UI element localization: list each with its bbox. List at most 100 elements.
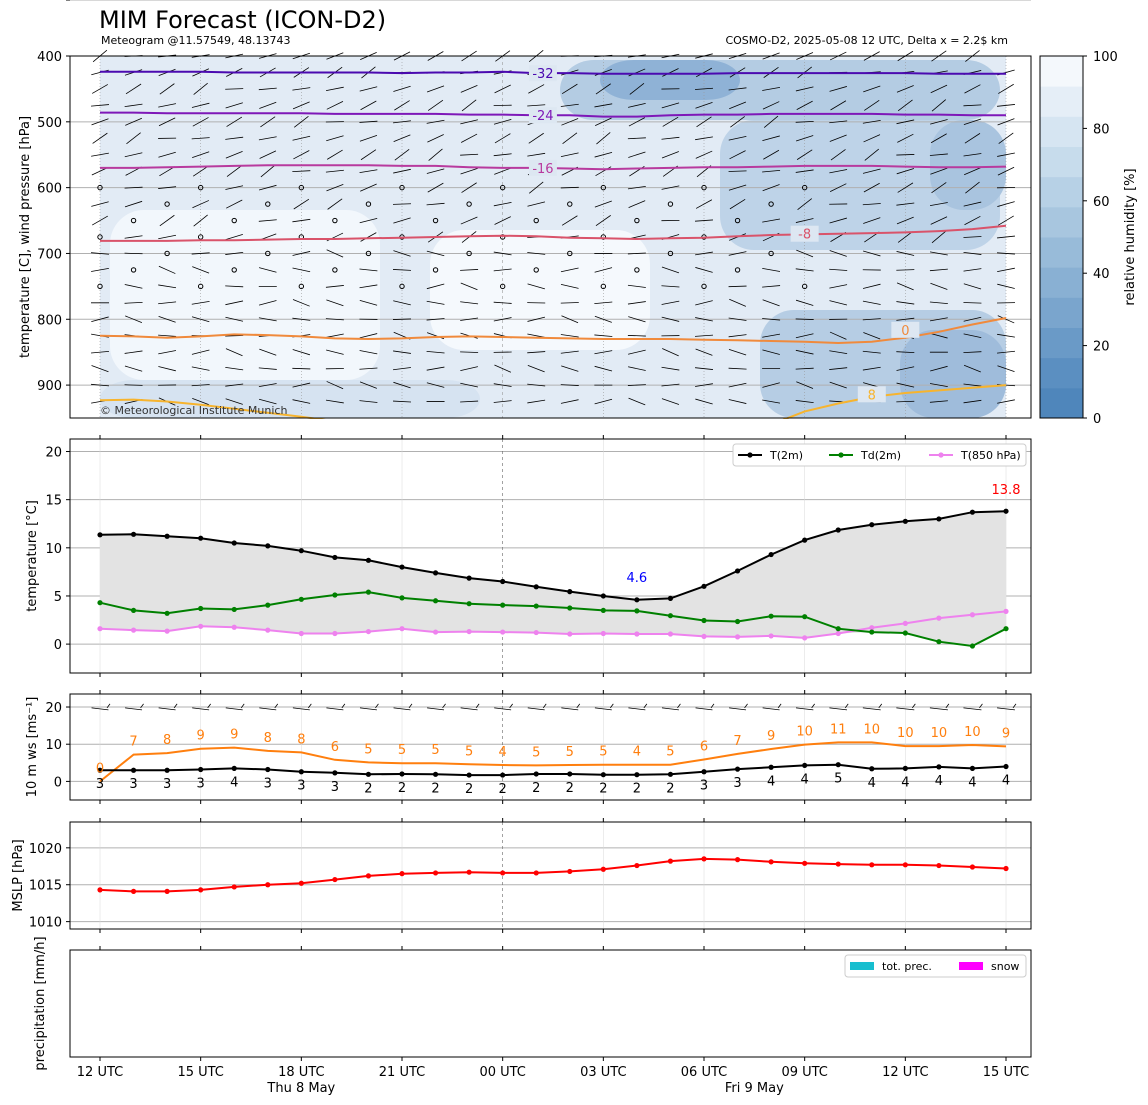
wind-barb	[493, 317, 512, 322]
wind-barb	[829, 284, 848, 289]
wind-speed-label: 2	[398, 781, 406, 796]
wind-barb	[862, 120, 881, 124]
wind-barb	[728, 285, 747, 288]
wind-barb	[931, 230, 947, 244]
wind-barb	[929, 383, 948, 388]
y-tick-label: 10	[45, 542, 62, 557]
Td2m-point	[936, 639, 942, 645]
wind-barb	[528, 84, 545, 94]
wind-calm-marker	[399, 283, 405, 290]
wind-barb	[426, 300, 445, 305]
wind-barb	[629, 83, 645, 95]
wind-barb	[258, 219, 277, 222]
wind-barb	[360, 100, 377, 111]
wind-barb-flag	[207, 703, 211, 709]
T2m-point	[969, 509, 976, 515]
wind-barb	[762, 349, 780, 355]
wind-barb	[595, 215, 611, 227]
wind-barb	[225, 398, 243, 405]
wind-barb	[158, 186, 177, 189]
wind-speed-point	[265, 766, 271, 773]
wind-speed-label: 3	[733, 776, 741, 791]
wind-barb	[426, 250, 445, 257]
wind-barb	[596, 132, 611, 145]
wind-barb	[963, 399, 982, 404]
wind-barb	[929, 707, 948, 711]
undefined-plot-area	[70, 694, 1031, 800]
gust-label: 10	[897, 726, 914, 741]
wind-barb-flag	[274, 703, 279, 709]
wind-barb	[494, 133, 511, 144]
wind-barb	[863, 134, 881, 143]
T850-point	[969, 612, 976, 618]
wind-barb	[427, 182, 444, 193]
wind-barb	[965, 181, 980, 194]
wind-calm-marker	[768, 250, 774, 257]
wind-speed-point	[164, 767, 170, 773]
wind-barb	[929, 301, 948, 305]
wind-barb	[661, 285, 680, 288]
y-tick-label: 600	[37, 182, 62, 197]
T850-point	[936, 615, 942, 621]
wind-speed-point	[902, 765, 908, 771]
wind-barb	[862, 300, 881, 305]
wind-barb	[729, 198, 746, 210]
legend-swatch	[959, 962, 983, 970]
x-tick-label: 00 UTC	[479, 1065, 525, 1080]
T850-point	[902, 620, 908, 627]
wind-barb	[158, 284, 177, 289]
wind-barb	[862, 283, 881, 289]
wind-barb	[864, 148, 880, 161]
wind-barb	[225, 316, 244, 322]
wind-barb-flag	[610, 703, 614, 709]
wind-barb	[896, 366, 915, 371]
wind-barb	[359, 86, 378, 92]
wind-speed-point	[802, 762, 808, 769]
wind-barb	[829, 217, 847, 224]
Td2m-point	[466, 601, 472, 607]
wind-barb	[929, 400, 948, 403]
wind-speed-label: 3	[96, 777, 104, 792]
T2m-point	[533, 584, 539, 590]
wind-barb	[762, 382, 780, 388]
wind-barb	[259, 101, 277, 109]
wind-calm-marker	[298, 184, 305, 191]
wind-y-axis-label: 10 m ws [ms⁻¹]	[25, 697, 40, 798]
T850-point	[500, 629, 506, 635]
wind-barb	[192, 707, 210, 711]
wind-barb	[461, 99, 477, 112]
wind-speed-label: 4	[801, 772, 809, 787]
wind-barb	[762, 218, 781, 223]
wind-barb	[560, 350, 579, 354]
wind-barb	[695, 136, 713, 141]
x-tick-label: 12 UTC	[77, 1065, 123, 1080]
wind-barb	[560, 384, 579, 386]
Td2m-point	[567, 605, 573, 611]
gust-label: 9	[197, 729, 205, 744]
wind-barb	[560, 283, 579, 289]
y-tick-label: 800	[37, 313, 62, 328]
wind-barb	[192, 266, 210, 274]
wind-calm-marker	[265, 201, 271, 207]
wind-barb	[192, 200, 210, 209]
wind-barb	[325, 318, 344, 321]
wind-barb	[795, 120, 814, 123]
wind-barb	[795, 400, 814, 404]
wind-barb	[795, 367, 814, 370]
wind-barb	[359, 217, 378, 224]
wind-calm-marker	[332, 217, 338, 224]
wind-barb	[427, 707, 445, 711]
wind-barb	[91, 707, 109, 711]
wind-barb	[897, 231, 913, 243]
wind-barb	[158, 117, 176, 127]
wind-barb	[560, 302, 579, 304]
wind-barb-flag	[945, 703, 950, 709]
T2m-point	[600, 593, 606, 599]
gust-label: 5	[398, 743, 406, 758]
wind-speed-label: 3	[331, 780, 339, 795]
wind-barb	[963, 251, 982, 255]
T850-point	[802, 635, 808, 641]
wind-speed-point	[130, 767, 137, 773]
wind-calm-marker	[365, 201, 372, 207]
wind-speed-point	[969, 765, 976, 771]
